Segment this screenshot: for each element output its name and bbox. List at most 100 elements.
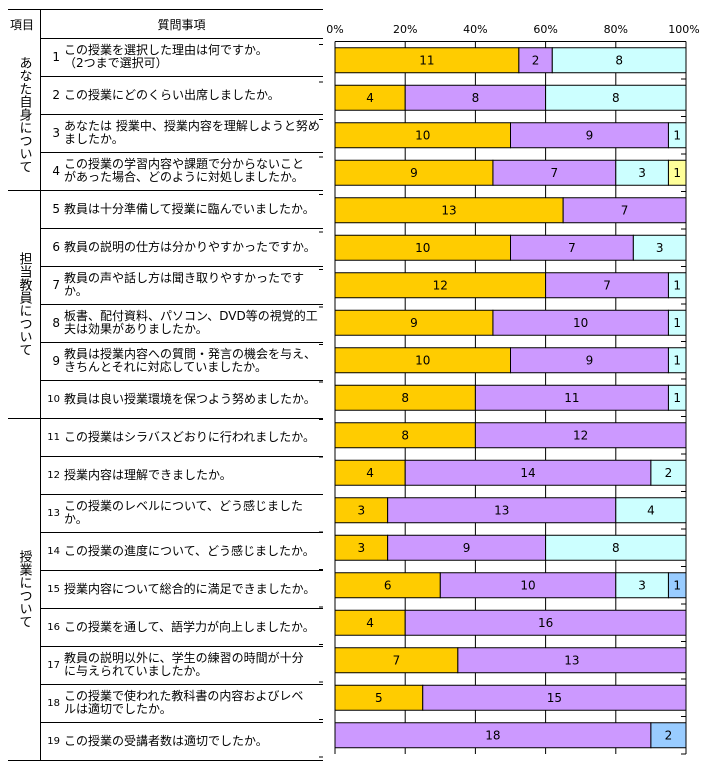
- question-text: 教員は授業内容への質問・発言の機会を与え、 きちんとそれに対応していましたか。: [64, 347, 317, 374]
- question-row: 17 教員の説明以外に、学生の練習の時間が十分 に与えられていましたか。: [40, 646, 323, 684]
- data-label: 9: [463, 541, 471, 555]
- data-label: 10: [415, 128, 430, 142]
- bar-segment: [545, 84, 687, 111]
- data-label: 9: [410, 316, 418, 330]
- bar-segment: [510, 347, 669, 374]
- question-number: 10: [47, 393, 60, 405]
- data-label: 13: [564, 653, 579, 667]
- bar-segment: [387, 534, 547, 561]
- data-label: 13: [441, 203, 456, 217]
- data-label: 18: [485, 728, 500, 742]
- question-row: 4 この授業の学習内容や課題で分からないこと があった場合、どのように対処しました…: [40, 152, 323, 190]
- question-text: この授業を選択した理由は何ですか。 （2つまで選択可）: [64, 43, 268, 70]
- data-label: 4: [647, 503, 655, 517]
- data-label: 10: [573, 316, 588, 330]
- bar-segment: [510, 234, 634, 261]
- data-label: 2: [665, 728, 673, 742]
- row-divider: [40, 152, 323, 153]
- question-text: この授業で使われた教科書の内容およびレベ ルは適切でしたか。: [64, 689, 304, 716]
- question-number: 18: [47, 697, 60, 709]
- bar-segment: [667, 572, 687, 599]
- data-label: 3: [656, 241, 664, 255]
- data-label: 13: [494, 503, 509, 517]
- data-label: 3: [638, 578, 646, 592]
- bar-segment: [632, 234, 687, 261]
- question-number: 19: [47, 735, 60, 747]
- question-number: 13: [47, 507, 60, 519]
- question-number: 17: [47, 659, 60, 671]
- question-row: 16 この授業を通して、語学力が向上しましたか。: [40, 608, 323, 646]
- data-label: 8: [401, 391, 409, 405]
- bar-segment: [334, 309, 494, 336]
- row-divider: [40, 266, 323, 267]
- question-row: 2 この授業にどのくらい出席しましたか。: [40, 76, 323, 114]
- bar-segment: [650, 459, 687, 486]
- bar-segment: [650, 722, 687, 749]
- data-label: 1: [673, 278, 681, 292]
- row-divider: [8, 418, 323, 419]
- question-row: 9 教員は授業内容への質問・発言の機会を与え、 きちんとそれに対応していましたか。: [40, 342, 323, 380]
- data-label: 12: [573, 428, 588, 442]
- data-label: 11: [419, 53, 434, 67]
- question-row: 6 教員の説明の仕方は分かりやすかったですか。: [40, 228, 323, 266]
- data-label: 5: [375, 691, 383, 705]
- question-text: あなたは 授業中、授業内容を理解しようと努め ましたか。: [64, 119, 320, 146]
- bar-segment: [545, 534, 687, 561]
- x-tick-label: 60%: [533, 23, 557, 36]
- row-divider: [40, 342, 323, 343]
- row-divider: [40, 722, 323, 723]
- data-label: 1: [673, 128, 681, 142]
- data-label: 7: [621, 203, 629, 217]
- bar-segment: [334, 234, 511, 261]
- row-divider: [40, 114, 323, 115]
- data-label: 10: [415, 353, 430, 367]
- question-row: 7 教員の声や話し方は聞き取りやすかったですか。: [40, 266, 323, 304]
- bar-segment: [474, 422, 687, 449]
- bar-segment: [334, 122, 511, 149]
- data-label: 15: [547, 691, 562, 705]
- bar-segment: [492, 159, 617, 186]
- question-text: この授業の受講者数は適切でしたか。: [64, 733, 268, 748]
- question-number: 6: [52, 239, 60, 254]
- bar-segment: [439, 572, 617, 599]
- bar-segment: [334, 347, 511, 374]
- bar-segment: [667, 309, 687, 336]
- row-divider: [40, 76, 323, 77]
- bar-segment: [334, 47, 520, 74]
- question-text: この授業はシラバスどおりに行われましたか。: [64, 429, 316, 444]
- data-label: 2: [665, 466, 673, 480]
- bar-segment: [551, 47, 687, 74]
- bar-segment: [510, 122, 669, 149]
- question-number: 7: [52, 277, 60, 292]
- data-label: 4: [366, 91, 374, 105]
- row-divider: [40, 456, 323, 457]
- question-number: 2: [52, 87, 60, 102]
- data-label: 10: [415, 241, 430, 255]
- data-label: 3: [358, 503, 366, 517]
- bar-segment: [667, 159, 687, 186]
- question-text: この授業のレベルについて、どう感じましたか。: [64, 499, 304, 526]
- question-number: 12: [47, 469, 60, 481]
- bar-segment: [492, 309, 669, 336]
- row-divider: [40, 494, 323, 495]
- question-text: 教員は良い授業環境を保つよう努めましたか。: [64, 391, 316, 406]
- data-label: 9: [410, 166, 418, 180]
- bar-segment: [518, 47, 553, 74]
- category-column-divider: [40, 9, 41, 760]
- bar-segment: [562, 197, 687, 224]
- data-label: 8: [615, 53, 623, 67]
- bar-segment: [404, 459, 652, 486]
- bar-segment: [422, 684, 687, 711]
- header-divider: [40, 38, 323, 39]
- group-label: あなた自身について: [16, 55, 32, 173]
- question-number: 3: [52, 125, 60, 140]
- question-row: 12 授業内容は理解できましたか。: [40, 456, 323, 494]
- question-row: 3 あなたは 授業中、授業内容を理解しようと努め ましたか。: [40, 114, 323, 152]
- question-number: 4: [52, 163, 60, 178]
- data-label: 7: [551, 166, 559, 180]
- data-label: 1: [673, 353, 681, 367]
- question-number: 9: [52, 353, 60, 368]
- data-label: 3: [358, 541, 366, 555]
- bar-segment: [615, 159, 669, 186]
